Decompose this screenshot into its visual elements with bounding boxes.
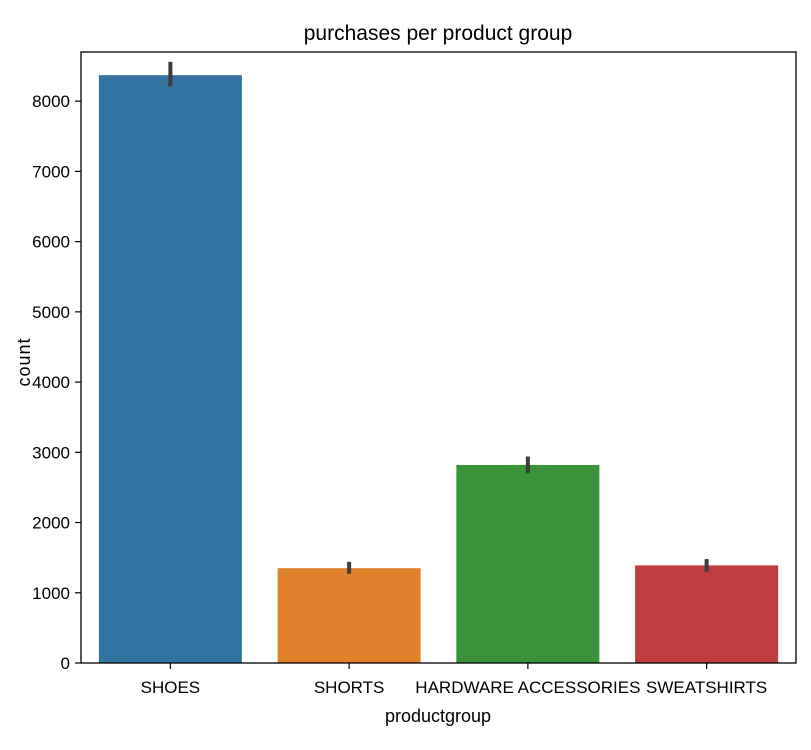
y-axis-label: count (14, 337, 34, 386)
y-tick-label: 2000 (32, 514, 70, 533)
bar-shorts (277, 568, 421, 663)
y-tick-label: 7000 (32, 162, 70, 181)
y-tick-label: 0 (61, 654, 70, 673)
chart-title: purchases per product group (304, 22, 573, 45)
x-axis-label: productgroup (385, 706, 491, 726)
bar-sweatshirts (635, 565, 779, 663)
y-tick-label: 1000 (32, 584, 70, 603)
plot-frame (80, 51, 797, 664)
x-tick-label: SHOES (141, 678, 201, 697)
y-tick-label: 3000 (32, 443, 70, 462)
plot-area: SHOES SHORTS HARDWARE ACCESSORIES SWEATSHIR… (32, 51, 797, 697)
y-tick-label: 5000 (32, 303, 70, 322)
bar-shoes (98, 75, 242, 664)
x-tick-label: HARDWARE ACCESSORIES (415, 678, 640, 697)
y-tick-label: 8000 (32, 92, 70, 111)
x-tick-label: SWEATSHIRTS (646, 678, 767, 697)
y-tick-label: 4000 (32, 373, 70, 392)
x-tick-label: SHORTS (314, 678, 385, 697)
bar-hardware-accessories (456, 464, 600, 663)
y-tick-label: 6000 (32, 233, 70, 252)
